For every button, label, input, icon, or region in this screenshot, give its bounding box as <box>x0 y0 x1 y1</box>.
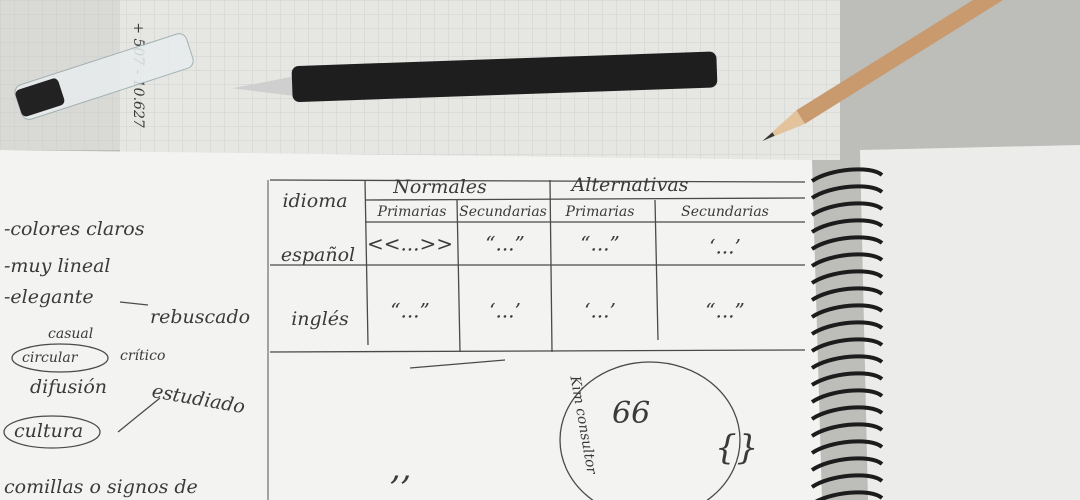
note: crítico <box>120 348 165 364</box>
spiral-ring <box>810 456 884 472</box>
left-notes: -colores claros -muy lineal -elegante re… <box>3 218 250 498</box>
spiral-ring <box>810 388 884 404</box>
spiral-ring <box>810 167 884 183</box>
table-cell: ‘...’ <box>709 235 741 259</box>
note: casual <box>48 326 93 342</box>
table-subheader: Primarias <box>377 204 447 220</box>
pen <box>232 51 718 102</box>
note: -elegante <box>4 286 94 308</box>
notebook-right-page <box>860 145 1080 500</box>
table-subheader: Secundarias <box>681 204 769 220</box>
spiral-ring <box>810 184 884 200</box>
table-cell: ‘...’ <box>489 299 521 323</box>
spiral <box>810 167 884 500</box>
table-group: Normales <box>392 176 487 198</box>
spiral-ring <box>810 320 884 336</box>
spiral-ring <box>810 371 884 387</box>
spiral-ring <box>810 235 884 251</box>
glyph: 66 <box>612 396 650 431</box>
spiral-ring <box>810 218 884 234</box>
table-subheader: Secundarias <box>459 204 547 220</box>
spiral-ring <box>810 354 884 370</box>
note: difusión <box>30 376 107 398</box>
table: idioma Normales Alternativas Primarias S… <box>269 174 806 353</box>
spiral-ring <box>810 303 884 319</box>
spiral-ring <box>810 422 884 438</box>
spiral-ring <box>810 269 884 285</box>
row-label: español <box>281 244 355 266</box>
row-label: inglés <box>291 308 349 330</box>
pen-cap <box>14 33 194 120</box>
table-cell: “...” <box>705 299 745 323</box>
table-cell: “...” <box>390 299 430 323</box>
table-cell: “...” <box>580 232 620 256</box>
note: circular <box>22 350 79 366</box>
spiral-ring <box>810 337 884 353</box>
spiral-ring <box>815 490 884 500</box>
spiral-ring <box>810 201 884 217</box>
note: cultura <box>14 420 83 442</box>
table-cell: ‘...’ <box>584 299 616 323</box>
note: comillas o signos de <box>4 476 198 498</box>
spiral-ring <box>810 439 884 455</box>
note: -colores claros <box>4 218 145 240</box>
glyph: ,, <box>390 448 412 488</box>
table-group: Alternativas <box>570 174 689 196</box>
table-cell: <<...>> <box>367 232 453 256</box>
table-subheader: Primarias <box>565 204 635 220</box>
note: rebuscado <box>150 306 250 328</box>
pencil <box>762 0 1077 141</box>
spiral-ring <box>810 405 884 421</box>
note: -muy lineal <box>4 255 111 277</box>
table-corner: idioma <box>282 190 347 212</box>
table-cell: “...” <box>485 232 525 256</box>
spiral-ring <box>810 286 884 302</box>
spiral-ring <box>810 252 884 268</box>
spiral-ring <box>810 473 884 489</box>
glyph: {} <box>715 428 758 468</box>
notebook-left-page <box>0 150 822 500</box>
